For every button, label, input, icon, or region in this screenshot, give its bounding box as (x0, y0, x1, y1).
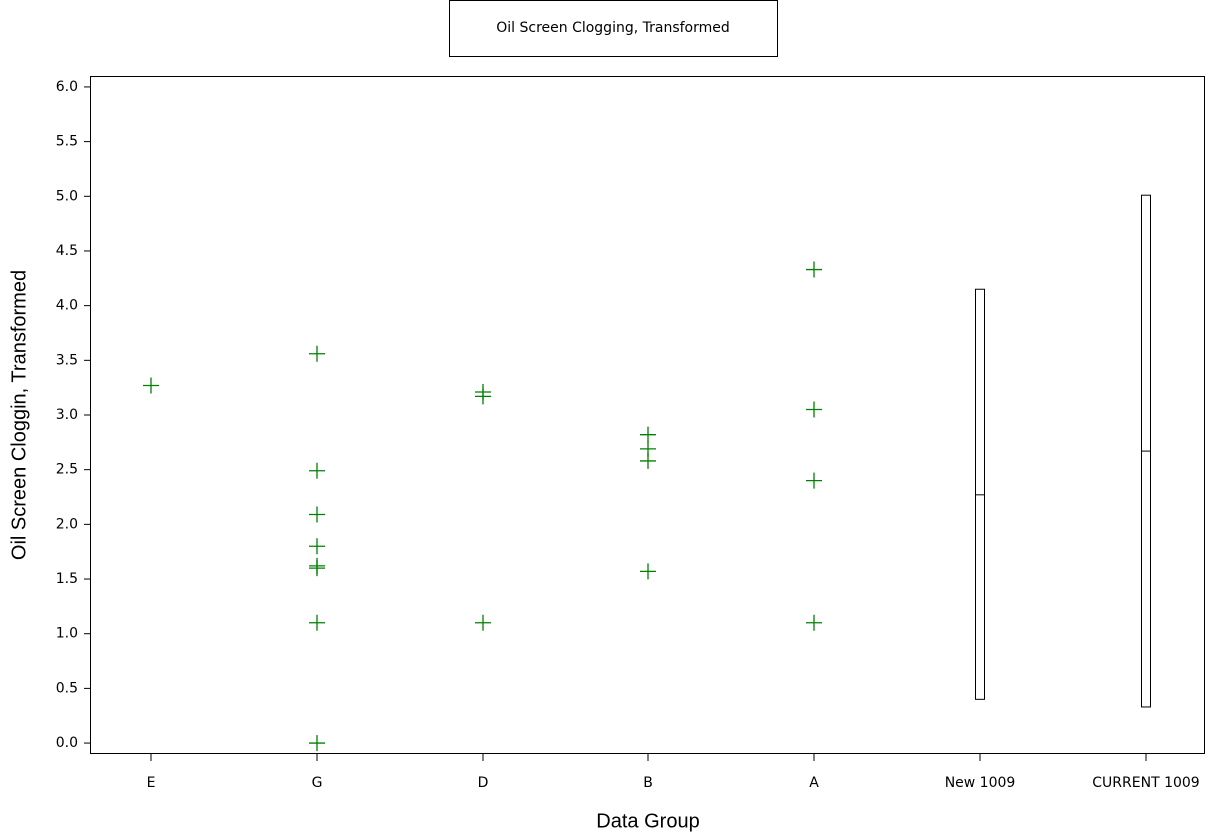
point (640, 452, 656, 469)
y-tick-label: 4.0 (56, 298, 78, 314)
point (475, 614, 491, 631)
x-tick-label: D (478, 775, 489, 791)
point (309, 735, 325, 752)
y-tick-label: 3.0 (56, 407, 78, 423)
x-tick-label: B (643, 775, 653, 791)
y-tick-label: 4.5 (56, 243, 78, 259)
point (475, 388, 491, 405)
y-tick-label: 0.5 (56, 680, 78, 696)
point (640, 426, 656, 443)
point (309, 538, 325, 555)
range-box (975, 288, 985, 700)
point (309, 560, 325, 577)
x-tick-label: G (312, 775, 323, 791)
y-tick-label: 5.5 (56, 134, 78, 150)
y-axis-title: Oil Screen Cloggin, Transformed (8, 270, 30, 560)
plot-frame (90, 76, 1205, 754)
y-tick-label: 2.5 (56, 462, 78, 478)
point (806, 472, 822, 489)
y-tick-label: 0.0 (56, 735, 78, 751)
point (309, 614, 325, 631)
y-tick-label: 3.5 (56, 352, 78, 368)
y-tick-label: 1.5 (56, 571, 78, 587)
title-box (449, 0, 778, 57)
point (309, 506, 325, 523)
point (806, 614, 822, 631)
x-axis-title: Data Group (596, 810, 699, 832)
x-tick-label: E (147, 775, 156, 791)
point (309, 462, 325, 479)
x-tick-label: New 1009 (945, 775, 1016, 791)
x-tick-label: CURRENT 1009 (1092, 775, 1199, 791)
point (806, 401, 822, 418)
y-tick-label: 1.0 (56, 626, 78, 642)
point (309, 345, 325, 362)
y-tick-label: 2.0 (56, 516, 78, 532)
x-tick-label: A (809, 775, 819, 791)
point (640, 563, 656, 580)
y-tick-label: 5.0 (56, 188, 78, 204)
point (143, 377, 159, 394)
chart-title: Oil Screen Clogging, Transformed (496, 20, 730, 36)
point (806, 261, 822, 278)
y-tick-label: 6.0 (56, 79, 78, 95)
